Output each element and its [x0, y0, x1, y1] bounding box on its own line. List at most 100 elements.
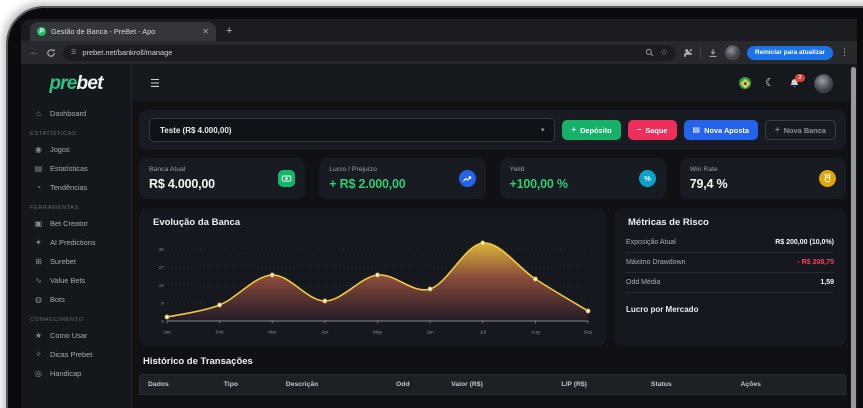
minus-icon: −: [637, 126, 642, 134]
svg-text:%: %: [644, 174, 651, 183]
svg-text:0: 0: [161, 319, 164, 325]
svg-text:May: May: [373, 329, 383, 335]
browser-toolbar: ← ☰ prebet.net/bankroll/manage ☆ Reinici…: [21, 41, 857, 64]
bankroll-toolbar: Teste (R$ 4.000,00) ▾ +Depósito −Saque ▤…: [139, 110, 846, 150]
column-header-descri-o[interactable]: Descrição: [286, 381, 396, 388]
sidebar-item-value-bets[interactable]: ∿Value Bets: [21, 271, 131, 290]
stats-icon: ▤: [34, 164, 43, 173]
sidebar-section-ferramentas: FERRAMENTAS: [21, 197, 131, 214]
sidebar-item-estat-sticas[interactable]: ▤ Estatísticas: [21, 159, 131, 178]
risk-label: Odd Média: [626, 279, 660, 286]
stat-label: Lucro / Prejuízo: [329, 166, 405, 173]
content: ☰ ☾ 2 Teste (R$ 4: [132, 64, 857, 408]
bankroll-select[interactable]: Teste (R$ 4.000,00) ▾: [149, 118, 555, 142]
bots-icon: ◍: [34, 295, 43, 304]
column-header-dados[interactable]: Dados: [148, 381, 224, 388]
chart-title: Evolução da Banca: [153, 217, 594, 228]
reload-icon[interactable]: [46, 48, 56, 58]
sidebar-nav: ⌂DashboardESTATÍSTICAS◉Jogos▤Estatística…: [21, 104, 131, 383]
sidebar-item-label: Dicas Prebet: [50, 350, 92, 359]
sidebar-item-tend-ncias[interactable]: ◔Tendências: [21, 178, 131, 197]
dark-mode-icon[interactable]: ☾: [765, 78, 775, 89]
trends-icon: ◔: [34, 183, 43, 192]
sidebar-item-dashboard[interactable]: ⌂Dashboard: [21, 104, 131, 123]
back-icon[interactable]: ←: [29, 48, 39, 58]
risk-metrics-card: Métricas de Risco Exposição AtualR$ 200,…: [614, 209, 846, 346]
new-bet-button[interactable]: ▤Nova Aposta: [684, 120, 758, 140]
plus-icon: +: [571, 126, 576, 134]
zoom-icon[interactable]: [645, 48, 654, 57]
risk-value: 1,59: [820, 279, 834, 286]
prebet-app: prebet ⌂DashboardESTATÍSTICAS◉Jogos▤Esta…: [21, 64, 857, 408]
chevron-down-icon: ▾: [541, 126, 545, 134]
risk-label: Exposição Atual: [626, 239, 676, 246]
laptop-frame: P Gestão de Banca - PreBet - Apo ✕ + ← ☰…: [6, 6, 863, 408]
notifications-button[interactable]: 2: [789, 78, 800, 89]
sidebar-section-conhecimento: CONHECIMENTO: [21, 309, 131, 326]
column-header-odd[interactable]: Odd: [396, 381, 451, 388]
dicas-prebet-icon: ✧: [34, 350, 43, 359]
stat-card-lucro-preju-zo: Lucro / Prejuízo+ R$ 2.000,00: [319, 158, 485, 199]
sidebar-item-label: Estatísticas: [50, 164, 88, 173]
stat-card-win-rate: Win Rate 79,4 %: [680, 158, 846, 199]
sidebar-item-bots[interactable]: ◍Bots: [21, 290, 131, 309]
svg-text:9: 9: [161, 301, 164, 307]
sidebar-item-label: Handicap: [50, 369, 81, 378]
browser-tab[interactable]: P Gestão de Banca - PreBet - Apo ✕: [30, 22, 216, 41]
column-header-valor-r[interactable]: Valor (R$): [451, 381, 561, 388]
sidebar: prebet ⌂DashboardESTATÍSTICAS◉Jogos▤Esta…: [21, 64, 132, 408]
svg-text:Sep: Sep: [584, 329, 593, 335]
stat-value: 79,4 %: [690, 177, 728, 191]
new-bankroll-button[interactable]: +Nova Banca: [765, 120, 836, 140]
sidebar-item-ai-predictions[interactable]: ✦AI Predictions: [21, 233, 131, 252]
toolbar-divider: [700, 47, 701, 58]
column-header-a-es[interactable]: Ações: [740, 381, 836, 388]
stat-label: Win Rate: [690, 166, 728, 173]
main-panel: Teste (R$ 4.000,00) ▾ +Depósito −Saque ▤…: [132, 102, 857, 408]
column-header-status[interactable]: Status: [651, 381, 741, 388]
language-flag-icon[interactable]: [739, 77, 751, 89]
bankroll-evolution-chart: 09182736JanFebMarAprMayJunJulAugSep: [151, 233, 594, 337]
extensions-icon[interactable]: [683, 48, 693, 58]
column-header-l-p-r[interactable]: L/P (R$): [561, 381, 651, 388]
user-avatar[interactable]: [814, 74, 833, 93]
menu-toggle-icon[interactable]: ☰: [150, 77, 160, 90]
withdraw-button[interactable]: −Saque: [628, 120, 677, 140]
new-tab-button[interactable]: +: [226, 25, 232, 37]
ticket-icon: ▤: [693, 126, 701, 134]
browser-update-button[interactable]: Reiniciar para atualizar: [747, 46, 833, 60]
sidebar-item-dicas-prebet[interactable]: ✧ Dicas Prebet: [21, 345, 131, 364]
url-bar[interactable]: ☰ prebet.net/bankroll/manage ☆: [63, 45, 676, 61]
sidebar-item-label: Surebet: [50, 257, 76, 266]
page: P Gestão de Banca - PreBet - Apo ✕ + ← ☰…: [0, 0, 863, 408]
page-scrollbar[interactable]: [850, 64, 857, 408]
risk-row-m-ximo-drawdown: Máximo Drawdown- R$ 208,75: [626, 253, 834, 273]
column-header-tipo[interactable]: Tipo: [224, 381, 286, 388]
scrollbar-thumb[interactable]: [851, 67, 856, 408]
sidebar-item-label: Bet Creator: [50, 219, 88, 228]
laptop-screen: P Gestão de Banca - PreBet - Apo ✕ + ← ☰…: [21, 19, 857, 408]
deposit-button[interactable]: +Depósito: [562, 120, 620, 140]
stat-cards: Banca AtualR$ 4.000,00Lucro / Prejuízo+ …: [139, 158, 846, 199]
sidebar-item-bet-creator[interactable]: ▣Bet Creator: [21, 214, 131, 233]
site-info-icon[interactable]: ☰: [71, 49, 76, 56]
handicap-icon: ◎: [34, 369, 43, 378]
download-icon[interactable]: [708, 48, 718, 58]
stat-value: +100,00 %: [510, 177, 568, 191]
tab-close-icon[interactable]: ✕: [202, 27, 209, 36]
trending-up-icon: [459, 170, 476, 187]
sidebar-item-como-usar[interactable]: ★Como Usar: [21, 326, 131, 345]
sidebar-item-handicap[interactable]: ◎ Handicap: [21, 364, 131, 383]
risk-rows: Exposição Atual R$ 200,00 (10,0%) Máximo D…: [626, 233, 834, 293]
browser-profile-avatar[interactable]: [725, 45, 740, 60]
bookmark-star-icon[interactable]: ☆: [660, 47, 668, 58]
stat-label: Yield: [510, 166, 568, 173]
medal-icon: [819, 170, 836, 187]
sidebar-item-jogos[interactable]: ◉Jogos: [21, 140, 131, 159]
sidebar-item-surebet[interactable]: ⊞Surebet: [21, 252, 131, 271]
risk-value: R$ 200,00 (10,0%): [775, 239, 834, 246]
app-topbar: ☰ ☾ 2: [132, 64, 857, 102]
prebet-logo[interactable]: prebet: [21, 64, 131, 104]
browser-menu-icon[interactable]: ⋮: [840, 47, 849, 58]
sidebar-item-label: AI Predictions: [50, 238, 96, 247]
